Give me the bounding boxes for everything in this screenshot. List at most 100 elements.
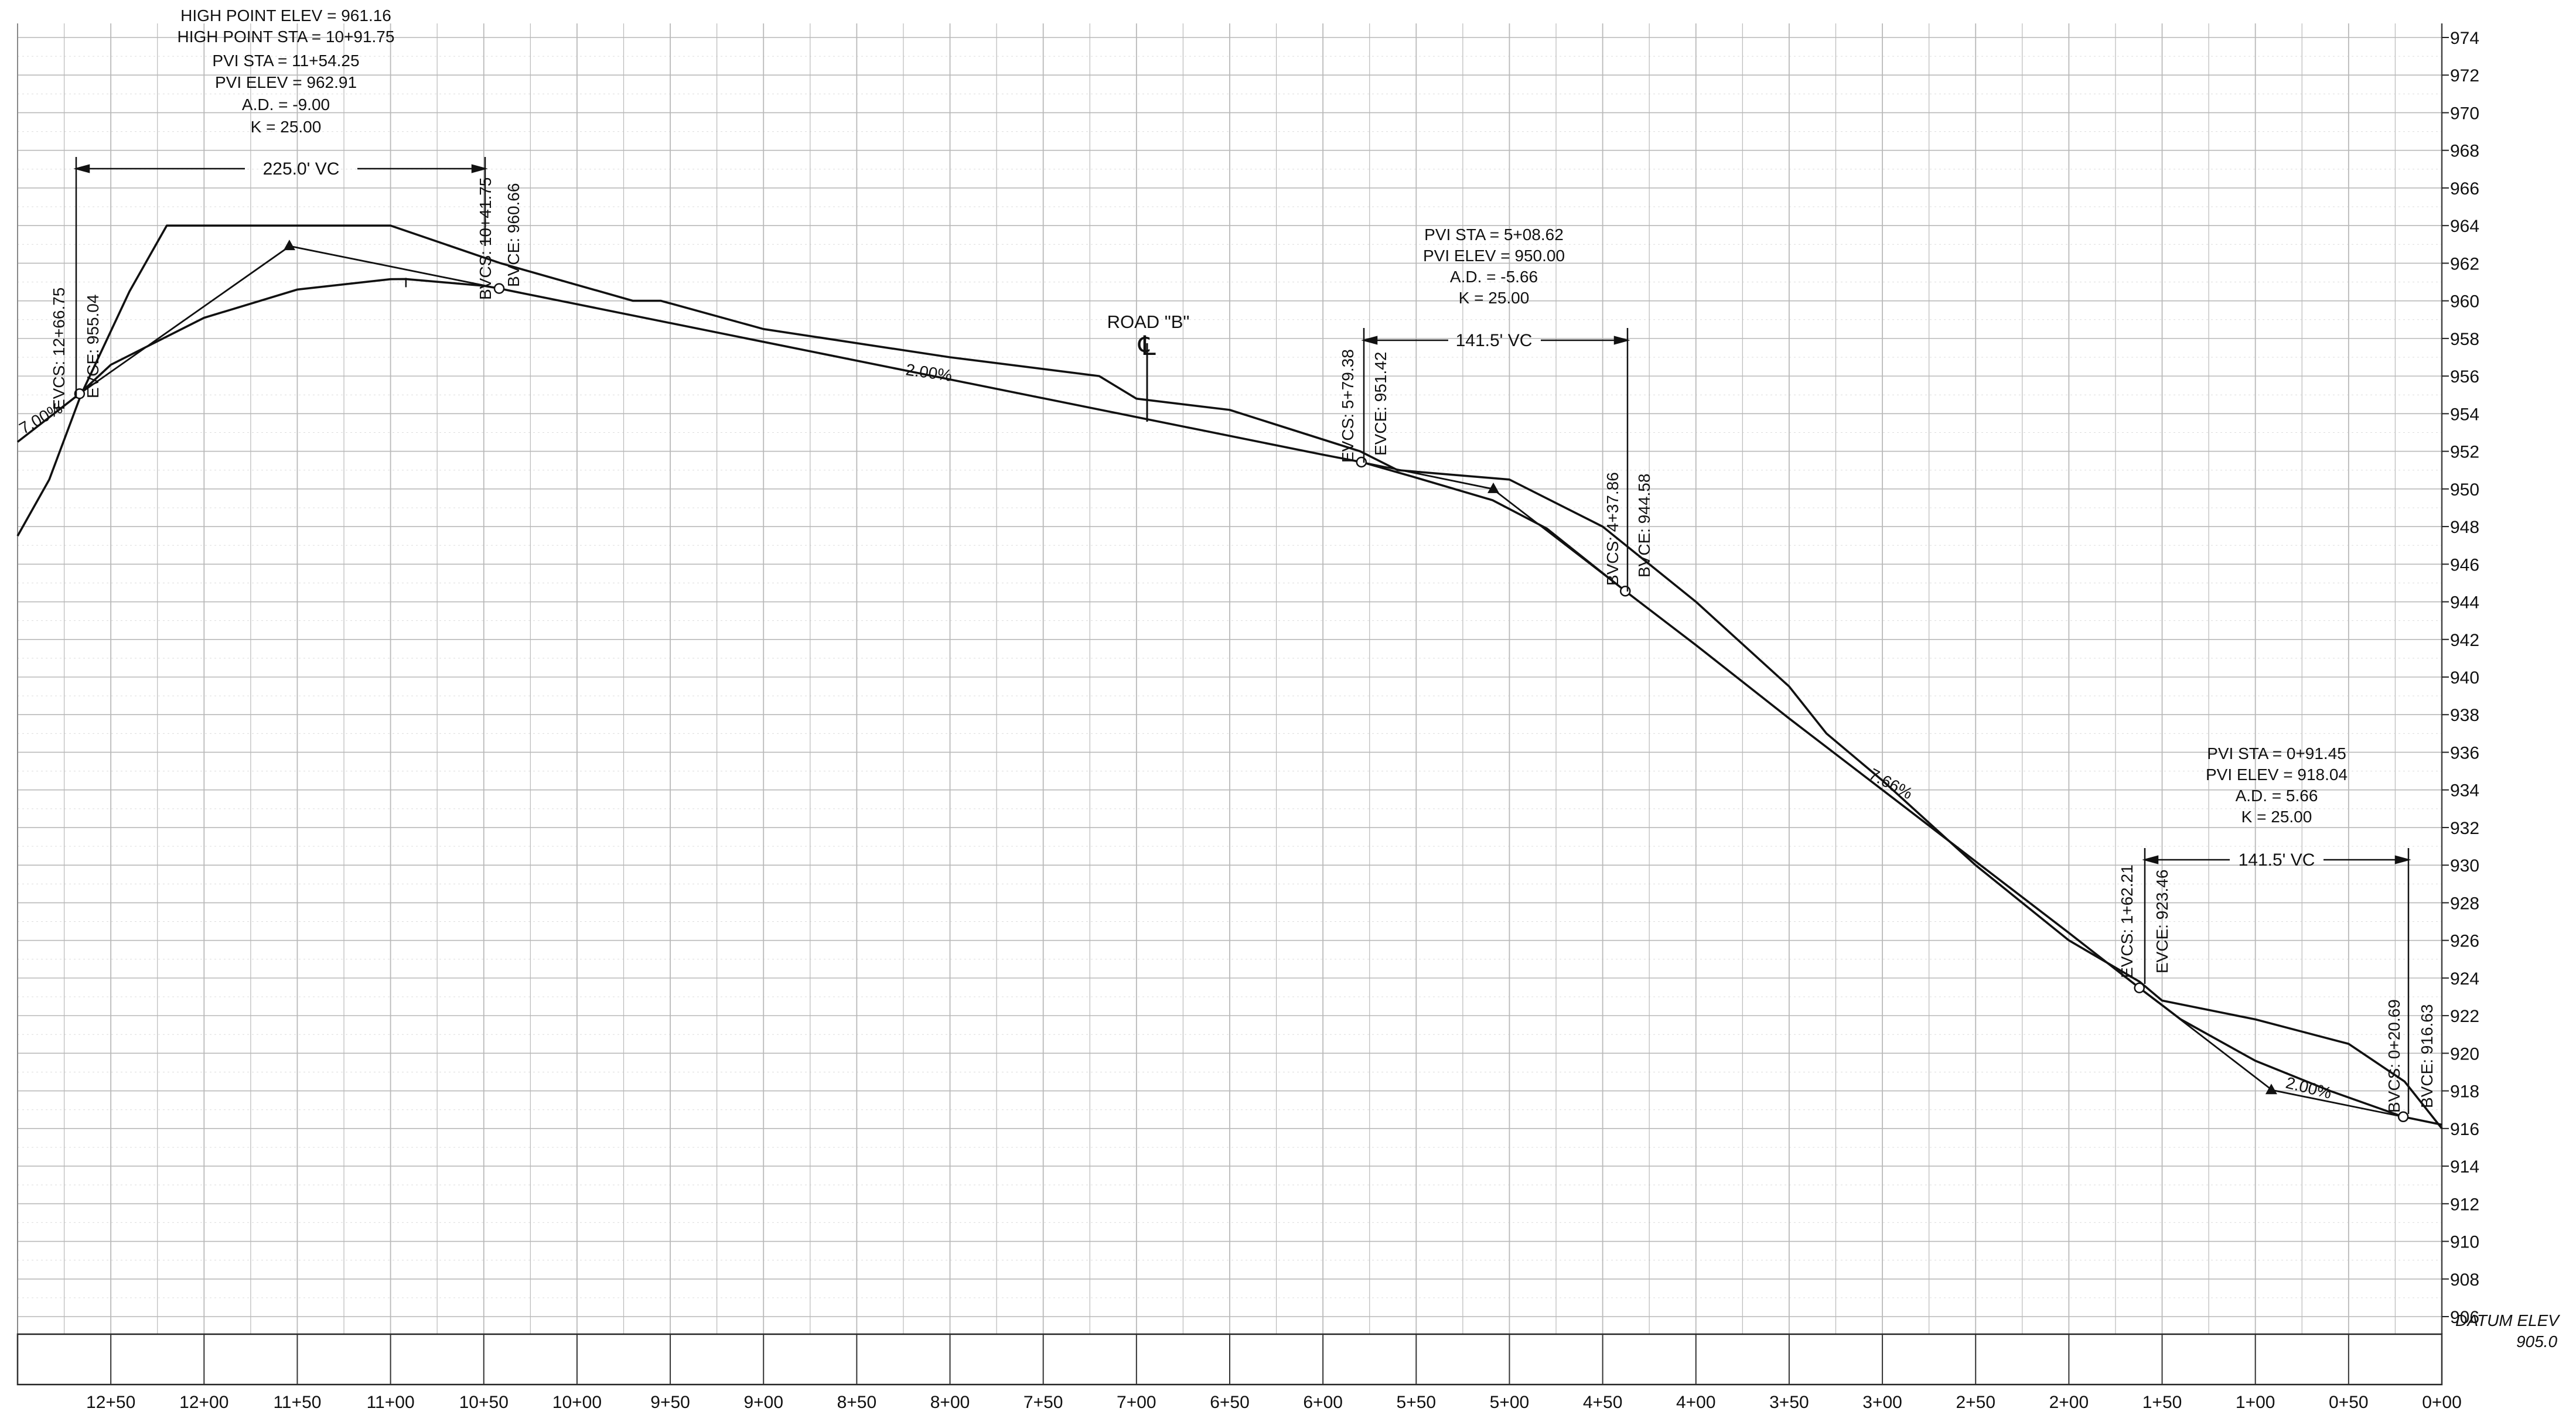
elev-tick-label: 910 — [2450, 1233, 2479, 1252]
elev-tick-label: 956 — [2450, 367, 2479, 387]
evcs-label-1: EVCS: 12+66.75 — [50, 288, 68, 410]
station-tick-label: 2+50 — [1956, 1393, 1995, 1412]
annotations: HIGH POINT ELEV = 961.16 HIGH POINT STA … — [16, 6, 2561, 1351]
bvcs-label-1: BVCS: 10+41.75 — [476, 177, 494, 300]
vc-endpoint-marker — [1356, 456, 1367, 468]
elev-tick-label: 914 — [2450, 1157, 2479, 1177]
elev-tick-label: 926 — [2450, 932, 2479, 951]
bvcs-label-3: BVCS: 0+20.69 — [2385, 999, 2403, 1113]
station-tick-label: 7+50 — [1023, 1393, 1063, 1412]
grid-lines — [17, 23, 2443, 1334]
pvi-sta-label-1: PVI STA = 11+54.25 — [212, 52, 359, 70]
vc-endpoint-marker — [1619, 585, 1631, 597]
elev-tick-label: 934 — [2450, 781, 2479, 801]
elev-tick-label: 912 — [2450, 1195, 2479, 1214]
station-tick-label: 3+50 — [1769, 1393, 1809, 1412]
station-tick-label: 0+00 — [2422, 1393, 2462, 1412]
elev-tick-label: 916 — [2450, 1120, 2479, 1139]
existing-ground-line — [16, 224, 2443, 1129]
elev-tick-label: 974 — [2450, 29, 2479, 48]
bvcs-label-2: BVCS: 4+37.86 — [1603, 472, 1622, 586]
elev-tick-label: 944 — [2450, 593, 2479, 613]
elev-tick-label: 958 — [2450, 330, 2479, 349]
station-tick-label: 9+00 — [743, 1393, 783, 1412]
datum-value: 905.0 — [2516, 1332, 2557, 1351]
station-tick-label: 7+00 — [1117, 1393, 1156, 1412]
station-tick-label: 5+50 — [1397, 1393, 1437, 1412]
vc-endpoint-marker — [74, 388, 86, 399]
station-tick-label: 11+50 — [273, 1393, 321, 1412]
vc-length-label-2: 141.5' VC — [1456, 331, 1533, 350]
station-tick-label: 11+00 — [367, 1393, 415, 1412]
elev-tick-label: 954 — [2450, 405, 2479, 424]
vc-endpoint-marker — [2134, 982, 2145, 993]
elev-tick-label: 972 — [2450, 66, 2479, 86]
road-b-label: ROAD "B" — [1107, 312, 1190, 332]
vc-dimension-3 — [2142, 848, 2411, 1114]
pvi-marker — [2265, 1084, 2277, 1095]
elev-tick-label: 948 — [2450, 518, 2479, 537]
datum-label: DATUM ELEV — [2455, 1311, 2560, 1329]
bvce-label-1: BVCE: 960.66 — [504, 183, 523, 287]
elev-tick-label: 940 — [2450, 668, 2479, 688]
grade-label-1: 2.00% — [905, 360, 953, 385]
elev-tick-label: 922 — [2450, 1007, 2479, 1026]
evcs-label-3: EVCS: 1+62.21 — [2118, 864, 2136, 978]
vc-length-label-3: 141.5' VC — [2239, 850, 2315, 870]
pvi-sta-label-2: PVI STA = 5+08.62 — [1424, 225, 1564, 244]
evcs-label-2: EVCS: 5+79.38 — [1339, 349, 1357, 463]
pvi-elev-label-2: PVI ELEV = 950.00 — [1423, 247, 1565, 265]
k-label-2: K = 25.00 — [1459, 289, 1530, 307]
vc-length-label-1: 225.0' VC — [263, 159, 340, 179]
station-band — [16, 1333, 2443, 1386]
pvi-elev-label-1: PVI ELEV = 962.91 — [215, 73, 357, 91]
elev-tick-label: 930 — [2450, 856, 2479, 876]
elev-tick-label: 928 — [2450, 894, 2479, 913]
station-tick-label: 9+50 — [650, 1393, 690, 1412]
elev-tick-label: 924 — [2450, 969, 2479, 989]
vc-endpoint-marker — [493, 283, 505, 294]
pvi-elev-label-3: PVI ELEV = 918.04 — [2206, 765, 2348, 784]
station-tick-label: 8+50 — [837, 1393, 877, 1412]
pvi-sta-label-3: PVI STA = 0+91.45 — [2207, 744, 2346, 763]
evce-label-2: EVCE: 951.42 — [1371, 352, 1390, 456]
station-tick-label: 8+00 — [930, 1393, 970, 1412]
evce-label-3: EVCE: 923.46 — [2153, 870, 2171, 973]
elev-tick-label: 918 — [2450, 1082, 2479, 1102]
ad-label-1: A.D. = -9.00 — [242, 95, 330, 114]
station-axis: 12+50 12+00 11+50 11+00 10+50 10+00 9+50 9+00 8+… — [86, 1393, 2462, 1412]
elevation-axis: 906 908 910 912 914 916 918 920 922 924 926 928 930 9… — [2442, 29, 2479, 1327]
station-tick-label: 3+00 — [1862, 1393, 1902, 1412]
k-label-3: K = 25.00 — [2241, 808, 2312, 826]
bvce-label-3: BVCE: 916.63 — [2418, 1004, 2436, 1108]
high-point-elev-label: HIGH POINT ELEV = 961.16 — [180, 6, 391, 25]
elev-tick-label: 920 — [2450, 1044, 2479, 1064]
bvce-label-2: BVCE: 944.58 — [1635, 474, 1653, 577]
station-tick-label: 12+50 — [86, 1393, 135, 1412]
elev-tick-label: 906 — [2450, 1308, 2479, 1327]
elev-tick-label: 970 — [2450, 104, 2479, 123]
station-tick-label: 4+50 — [1583, 1393, 1623, 1412]
station-tick-label: 12+00 — [179, 1393, 228, 1412]
elev-tick-label: 908 — [2450, 1270, 2479, 1290]
evce-label-1: EVCE: 955.04 — [84, 295, 102, 398]
ad-label-3: A.D. = 5.66 — [2236, 787, 2318, 805]
elev-tick-label: 966 — [2450, 179, 2479, 199]
station-tick-label: 4+00 — [1676, 1393, 1716, 1412]
station-tick-label: 6+00 — [1303, 1393, 1343, 1412]
station-tick-label: 2+00 — [2049, 1393, 2089, 1412]
elev-tick-label: 942 — [2450, 631, 2479, 650]
elev-tick-label: 968 — [2450, 142, 2479, 161]
station-tick-label: 10+00 — [552, 1393, 602, 1412]
ad-label-2: A.D. = -5.66 — [1450, 268, 1538, 286]
station-tick-label: 5+00 — [1490, 1393, 1530, 1412]
grade-label-left: 7.00% — [16, 399, 66, 438]
tangent-line-3 — [2139, 987, 2403, 1117]
elev-tick-label: 938 — [2450, 706, 2479, 725]
elev-tick-label: 932 — [2450, 819, 2479, 838]
elev-tick-label: 962 — [2450, 254, 2479, 274]
pvi-marker — [1487, 482, 1500, 493]
station-tick-label: 6+50 — [1210, 1393, 1250, 1412]
vc-endpoint-marker — [2397, 1111, 2409, 1123]
